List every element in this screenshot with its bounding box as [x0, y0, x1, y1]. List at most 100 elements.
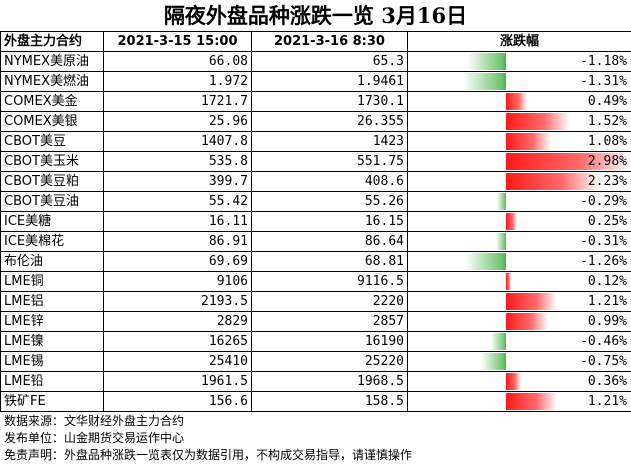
price-table: 外盘主力合约 2021-3-15 15:00 2021-3-16 8:30 涨跌… [0, 31, 631, 412]
table-body: NYMEX美原油 66.08 65.3 -1.18% NYMEX美燃油 1.972 1.94… [0, 51, 631, 412]
change-bar-down [467, 53, 507, 70]
price-0316: 55.26 [251, 191, 408, 212]
table-row: ICE美糖 16.11 16.15 0.25% [0, 211, 631, 232]
change-percent: 0.12% [587, 274, 627, 289]
price-0316: 68.81 [251, 251, 408, 272]
change-bar-up [506, 393, 557, 410]
change-cell: -0.29% [407, 191, 631, 212]
table-row: CBOT美豆 1407.8 1423 1.08% [0, 131, 631, 152]
contract-name: LME铅 [0, 371, 104, 392]
change-bar-up [506, 313, 548, 330]
footer-disclaimer: 免责声明：外盘品种涨跌一览表仅为数据引用，不构成交易指导，请谨慎操作 [4, 448, 413, 462]
contract-name: LME锡 [0, 351, 104, 372]
price-0316: 9116.5 [251, 271, 408, 292]
table-row: COMEX美银 25.96 26.355 1.52% [0, 111, 631, 132]
contract-name: CBOT美豆 [0, 131, 104, 152]
price-0315: 156.6 [103, 391, 252, 412]
change-cell: -1.26% [407, 251, 631, 272]
change-bar-down [462, 73, 507, 90]
change-cell: -0.31% [407, 231, 631, 252]
change-percent: 2.23% [587, 174, 627, 189]
change-percent: -1.18% [580, 54, 627, 69]
contract-name: COMEX美银 [0, 111, 104, 132]
price-0316: 1.9461 [251, 71, 408, 92]
price-0316: 65.3 [251, 51, 408, 72]
price-0316: 158.5 [251, 391, 408, 412]
price-0316: 86.64 [251, 231, 408, 252]
contract-name: LME镍 [0, 331, 104, 352]
contract-name: ICE美糖 [0, 211, 104, 232]
price-0315: 25.96 [103, 111, 252, 132]
change-bar-down [464, 253, 507, 270]
price-0316: 16.15 [251, 211, 408, 232]
table-header-row: 外盘主力合约 2021-3-15 15:00 2021-3-16 8:30 涨跌… [0, 31, 631, 52]
price-0315: 399.7 [103, 171, 252, 192]
header-col2: 2021-3-16 8:30 [251, 31, 408, 52]
contract-name: LME铜 [0, 271, 104, 292]
price-0315: 55.42 [103, 191, 252, 212]
table-row: 铁矿FE 156.6 158.5 1.21% [0, 391, 631, 412]
change-cell: 2.98% [407, 151, 631, 172]
change-percent: 1.08% [587, 134, 627, 149]
footer-notes: 数据来源：文华财经外盘主力合约 发布单位：山金期货交易运作中心 免责声明：外盘品… [4, 413, 629, 464]
change-bar-up [506, 173, 600, 190]
price-0316: 2220 [251, 291, 408, 312]
price-0316: 2857 [251, 311, 408, 332]
contract-name: 布伦油 [0, 251, 104, 272]
contract-name: CBOT美豆油 [0, 191, 104, 212]
change-bar-up [506, 293, 557, 310]
table-row: CBOT美豆油 55.42 55.26 -0.29% [0, 191, 631, 212]
table-row: CBOT美豆粕 399.7 408.6 2.23% [0, 171, 631, 192]
price-0316: 25220 [251, 351, 408, 372]
price-0316: 26.355 [251, 111, 408, 132]
price-0315: 69.69 [103, 251, 252, 272]
change-bar-down [495, 233, 507, 250]
change-bar-up [506, 153, 631, 170]
table-row: LME锡 25410 25220 -0.75% [0, 351, 631, 372]
price-0316: 551.75 [251, 151, 408, 172]
change-percent: -0.75% [580, 354, 627, 369]
change-percent: 1.52% [587, 114, 627, 129]
contract-name: CBOT美豆粕 [0, 171, 104, 192]
change-cell: 0.49% [407, 91, 631, 112]
contract-name: COMEX美金 [0, 91, 104, 112]
change-cell: 0.12% [407, 271, 631, 292]
change-percent: 1.21% [587, 394, 627, 409]
table-row: LME铜 9106 9116.5 0.12% [0, 271, 631, 292]
table-row: LME镍 16265 16190 -0.46% [0, 331, 631, 352]
change-bar-up [506, 273, 512, 290]
change-cell: 2.23% [407, 171, 631, 192]
header-change: 涨跌幅 [407, 31, 631, 52]
page-title: 隔夜外盘品种涨跌一览 3月16日 [0, 0, 631, 32]
change-percent: 2.98% [587, 154, 627, 169]
change-cell: -1.31% [407, 71, 631, 92]
change-bar-up [506, 373, 522, 390]
header-contract: 外盘主力合约 [0, 31, 104, 52]
change-percent: -0.46% [580, 334, 627, 349]
price-0315: 535.8 [103, 151, 252, 172]
change-percent: -0.31% [580, 234, 627, 249]
change-percent: -1.26% [580, 254, 627, 269]
price-0316: 1730.1 [251, 91, 408, 112]
change-cell: -0.75% [407, 351, 631, 372]
price-0315: 2193.5 [103, 291, 252, 312]
contract-name: NYMEX美原油 [0, 51, 104, 72]
contract-name: LME铝 [0, 291, 104, 312]
change-cell: -0.46% [407, 331, 631, 352]
table-row: COMEX美金 1721.7 1730.1 0.49% [0, 91, 631, 112]
price-0315: 66.08 [103, 51, 252, 72]
price-0315: 1961.5 [103, 371, 252, 392]
change-bar-down [490, 333, 507, 350]
contract-name: ICE美棉花 [0, 231, 104, 252]
contract-name: 铁矿FE [0, 391, 104, 412]
change-bar-down [481, 353, 507, 370]
change-bar-up [506, 213, 517, 230]
price-0315: 9106 [103, 271, 252, 292]
change-cell: 1.52% [407, 111, 631, 132]
price-0315: 1721.7 [103, 91, 252, 112]
price-0316: 1968.5 [251, 371, 408, 392]
table-row: NYMEX美原油 66.08 65.3 -1.18% [0, 51, 631, 72]
header-col1: 2021-3-15 15:00 [103, 31, 252, 52]
change-cell: 1.21% [407, 291, 631, 312]
